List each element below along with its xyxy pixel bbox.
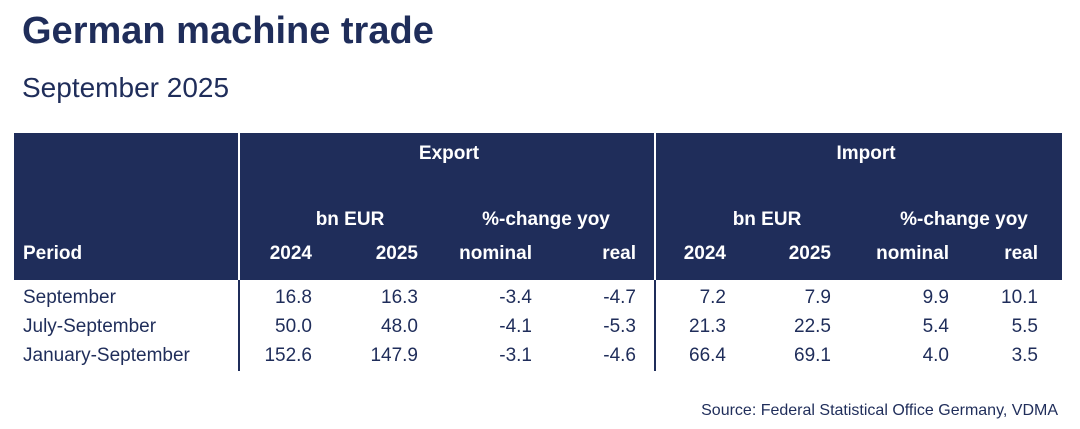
column-header: 2024 [269, 243, 312, 264]
data-cell: 66.4 [689, 345, 726, 366]
data-cell: 152.6 [264, 345, 312, 366]
data-cell: 16.8 [275, 287, 312, 308]
data-cell: -3.1 [499, 345, 532, 366]
column-header: nominal [876, 243, 949, 264]
subgroup-header: bn EUR [732, 209, 802, 230]
data-cell: 5.5 [1011, 316, 1038, 337]
trade-table: Export bn EUR %-change yoy Import bn EUR %-ch… [14, 133, 1062, 371]
data-cell: -3.4 [499, 287, 532, 308]
column-header: real [1004, 243, 1038, 264]
data-cell: -4.7 [603, 287, 636, 308]
data-cell: 147.9 [370, 345, 418, 366]
data-cell: -4.1 [499, 316, 532, 337]
column-header: 2025 [788, 243, 831, 264]
data-cell: 5.4 [922, 316, 949, 337]
data-cell: 22.5 [794, 316, 831, 337]
row-period-label: September [23, 287, 116, 308]
column-header: real [602, 243, 636, 264]
chart-subtitle: September 2025 [22, 72, 230, 103]
data-cell: 50.0 [275, 316, 312, 337]
data-cell: 10.1 [1001, 287, 1038, 308]
subgroup-header: %-change yoy [900, 209, 1028, 230]
data-cell: 21.3 [689, 316, 726, 337]
chart-title: German machine trade [22, 10, 434, 52]
data-cell: 69.1 [794, 345, 831, 366]
group-separator-line-header [238, 133, 240, 280]
group-header-export: Export [418, 143, 480, 164]
data-cell: 7.2 [699, 287, 726, 308]
data-cell: 7.9 [804, 287, 831, 308]
source-note: Source: Federal Statistical Office Germa… [701, 402, 1058, 419]
column-header: 2024 [683, 243, 726, 264]
table-header-band [14, 133, 1062, 280]
column-header: 2025 [375, 243, 418, 264]
data-cell: -4.6 [603, 345, 636, 366]
column-header: nominal [459, 243, 532, 264]
data-cell: 3.5 [1011, 345, 1038, 366]
data-cell: 4.0 [922, 345, 949, 366]
data-cell: 48.0 [381, 316, 418, 337]
subgroup-header: bn EUR [315, 209, 385, 230]
period-header: Period [23, 243, 83, 264]
group-separator-line-header [654, 133, 656, 280]
row-period-label: January-September [23, 345, 190, 366]
data-cell: -5.3 [603, 316, 636, 337]
group-header-import: Import [836, 143, 896, 164]
subgroup-header: %-change yoy [482, 209, 610, 230]
row-period-label: July-September [23, 316, 157, 337]
data-cell: 9.9 [922, 287, 949, 308]
data-cell: 16.3 [381, 287, 418, 308]
